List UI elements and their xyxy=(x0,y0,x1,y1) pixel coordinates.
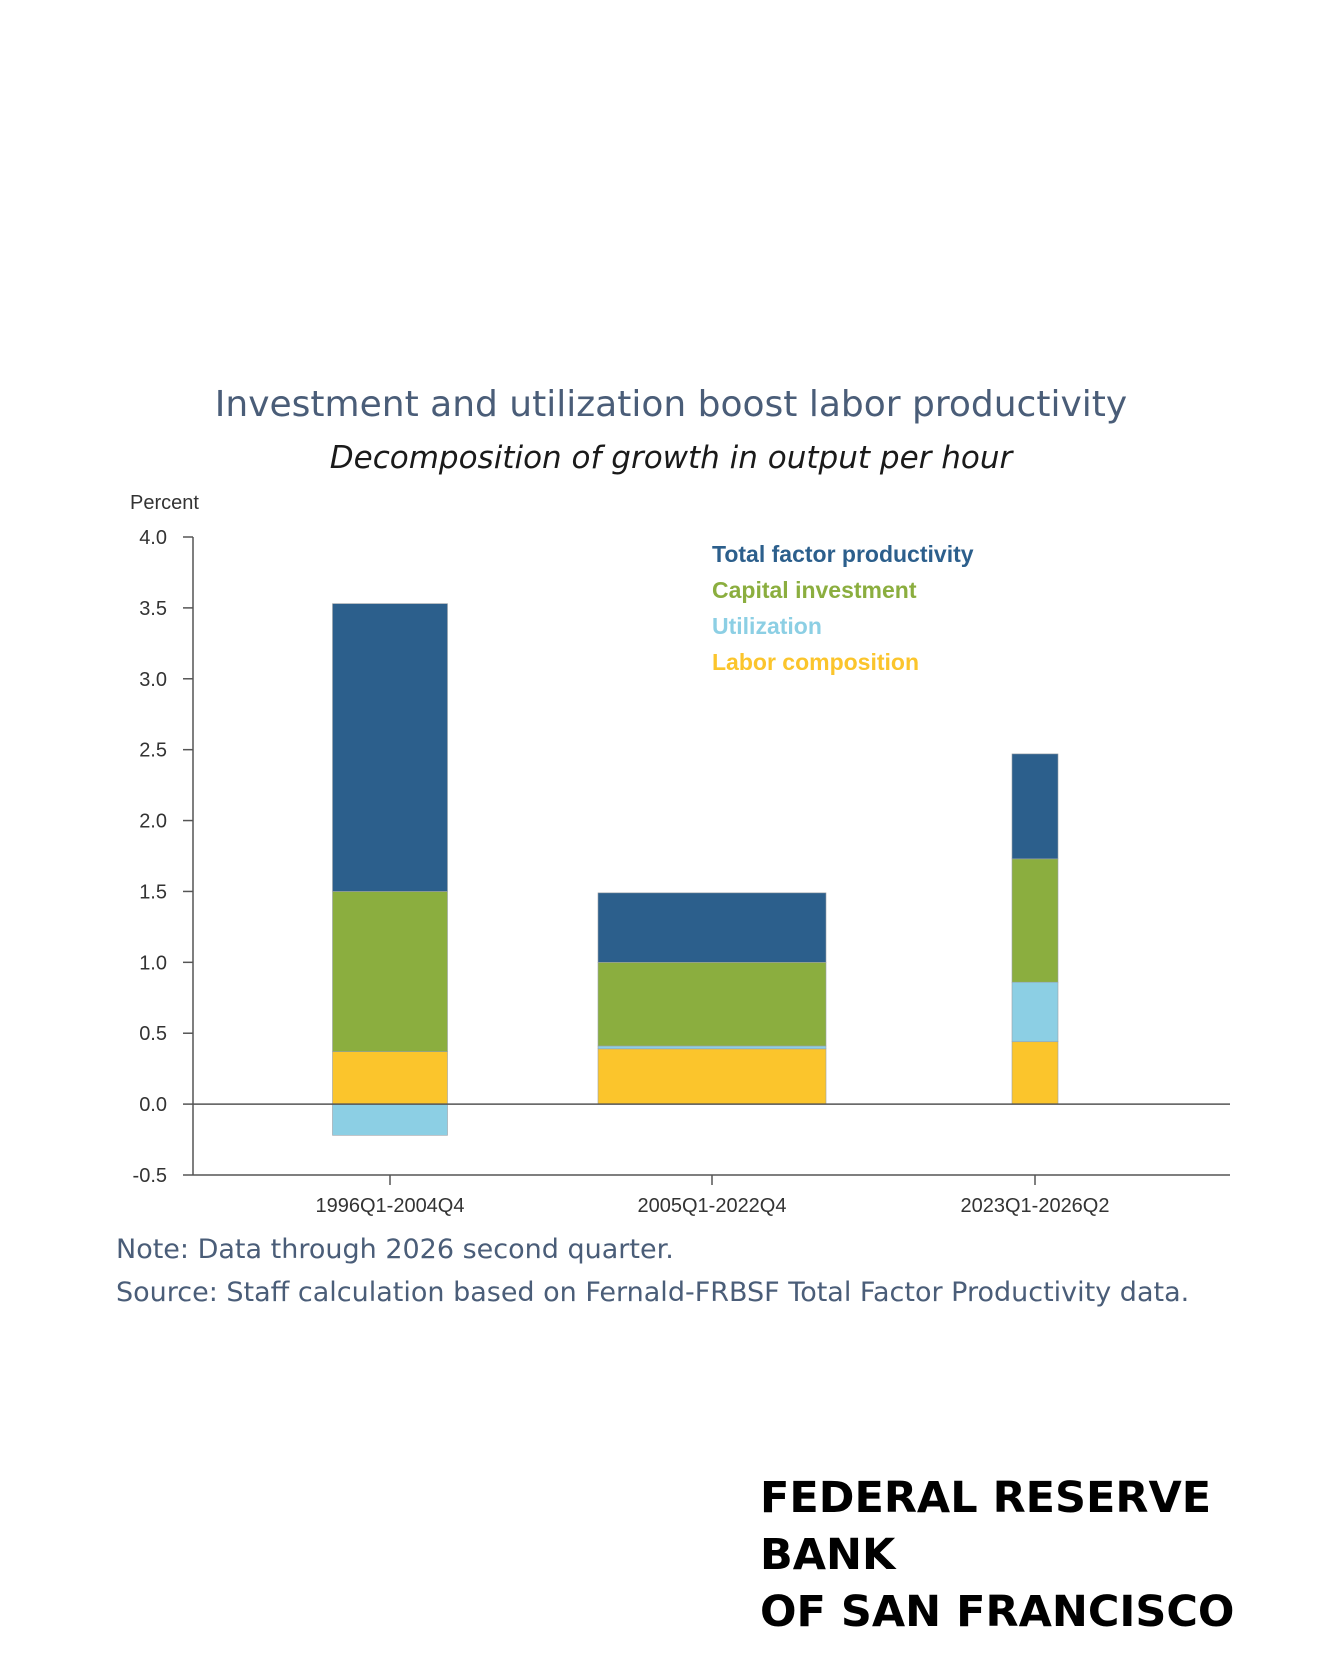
legend-item-total-factor-productivity: Total factor productivity xyxy=(712,541,974,567)
y-tick-label: 0.0 xyxy=(139,1094,167,1116)
legend-item-labor-composition: Labor composition xyxy=(712,649,919,675)
x-tick-label: 1996Q1-2004Q4 xyxy=(315,1195,464,1217)
chart-title: Investment and utilization boost labor p… xyxy=(214,384,1128,425)
bar-segment-utilization xyxy=(597,1045,827,1050)
chart-subtitle: Decomposition of growth in output per ho… xyxy=(329,440,1013,476)
y-tick-label: 1.5 xyxy=(139,881,167,903)
bar-segment-utilization xyxy=(332,1103,448,1136)
y-tick-label: 3.5 xyxy=(139,598,167,620)
bar-segment-capital-investment xyxy=(597,962,827,1047)
bar-segment-total-factor-productivity xyxy=(1011,753,1059,860)
brand-line-1: FEDERAL RESERVE BANK xyxy=(760,1473,1212,1580)
y-tick-label: 2.0 xyxy=(139,811,167,833)
bar-segment-total-factor-productivity xyxy=(332,603,448,892)
note-text: Note: Data through 2026 second quarter. xyxy=(116,1234,674,1265)
y-axis-label: Percent xyxy=(130,492,199,514)
y-tick-label: 0.5 xyxy=(139,1023,167,1045)
brand-logo-text: FEDERAL RESERVE BANK OF SAN FRANCISCO xyxy=(760,1470,1342,1641)
legend-item-capital-investment: Capital investment xyxy=(712,577,917,603)
y-tick-label: 3.0 xyxy=(139,669,167,691)
bar-segment-utilization xyxy=(1011,981,1059,1043)
chart-notes: Note: Data through 2026 second quarter. … xyxy=(116,1228,1189,1314)
brand-line-2: OF SAN FRANCISCO xyxy=(760,1587,1235,1637)
y-tick-label: 4.0 xyxy=(139,527,167,549)
y-tick-label: 1.0 xyxy=(139,952,167,974)
y-tick-label: 2.5 xyxy=(139,740,167,762)
source-text: Source: Staff calculation based on Ferna… xyxy=(116,1277,1190,1308)
x-tick-label: 2005Q1-2022Q4 xyxy=(637,1195,786,1217)
stacked-bar-chart: Percent 4.0 3.5 3.0 2.5 2.0 1.5 1.0 0.5 0.0 -0.5 19… xyxy=(130,492,1230,1217)
legend-item-utilization: Utilization xyxy=(712,613,822,639)
y-tick-label: -0.5 xyxy=(133,1165,167,1187)
bar-segment-total-factor-productivity xyxy=(597,892,827,963)
bar-segment-capital-investment xyxy=(332,891,448,1052)
bar-segment-labor-composition xyxy=(597,1048,827,1105)
bar-segment-labor-composition xyxy=(1011,1041,1059,1105)
x-tick-label: 2023Q1-2026Q2 xyxy=(960,1195,1109,1217)
bar-segment-labor-composition xyxy=(332,1051,448,1105)
bar-segment-capital-investment xyxy=(1011,858,1059,983)
